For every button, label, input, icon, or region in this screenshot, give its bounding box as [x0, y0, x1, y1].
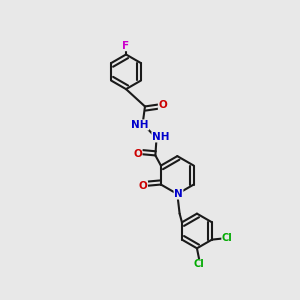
- Text: Cl: Cl: [194, 260, 205, 269]
- Text: N: N: [174, 189, 183, 199]
- Text: O: O: [139, 181, 148, 191]
- Text: NH: NH: [131, 120, 148, 130]
- Text: NH: NH: [152, 132, 170, 142]
- Text: O: O: [133, 149, 142, 159]
- Text: F: F: [122, 41, 130, 51]
- Text: O: O: [158, 100, 167, 110]
- Text: Cl: Cl: [222, 233, 232, 244]
